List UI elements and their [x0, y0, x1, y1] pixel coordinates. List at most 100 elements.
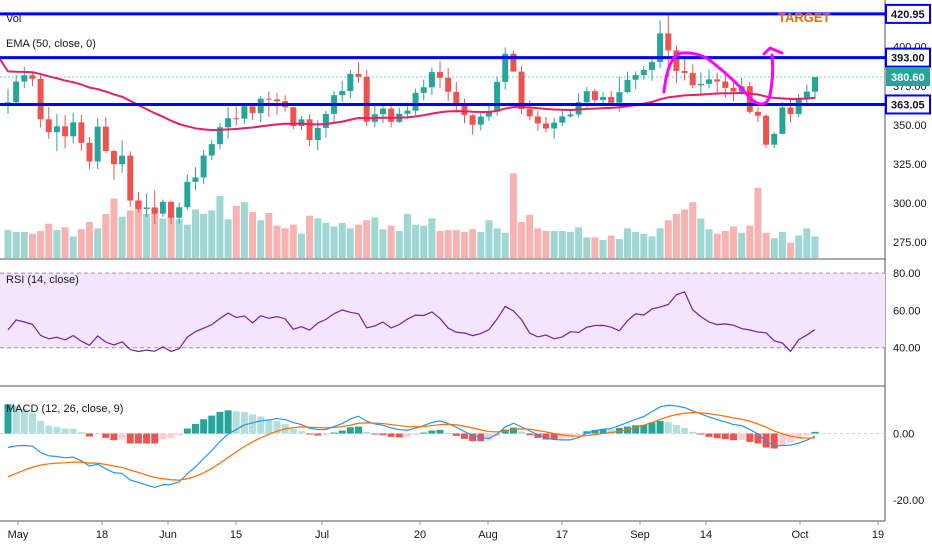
level-label: 363.05: [891, 99, 925, 111]
volume-bar: [191, 209, 199, 258]
candle-body: [657, 33, 664, 62]
candle-body: [379, 108, 386, 115]
candle-body: [127, 155, 134, 201]
candle-body: [37, 78, 44, 120]
candle: [648, 56, 655, 81]
volume-bar: [672, 213, 680, 258]
volume-bar: [705, 229, 713, 258]
candle: [673, 45, 680, 84]
time-tick-label: May: [8, 529, 29, 541]
macd-histogram-bar: [314, 433, 322, 436]
volume-bar: [314, 218, 322, 258]
volume-bar: [306, 215, 314, 258]
signal-line: [7, 412, 816, 481]
candle-body: [575, 102, 582, 115]
candle: [13, 75, 20, 105]
volume-bar: [526, 214, 534, 258]
candle: [208, 140, 215, 161]
volume-bar: [493, 228, 501, 258]
volume-bar: [363, 220, 371, 258]
candle-body: [812, 77, 818, 92]
candle: [510, 50, 517, 72]
macd-histogram-bar: [45, 425, 53, 434]
macd-histogram-bar: [599, 429, 607, 434]
macd-histogram-bar: [436, 429, 444, 434]
candle-body: [110, 150, 117, 165]
rsi-label: RSI (14, close): [6, 274, 79, 286]
candle: [363, 70, 370, 127]
candle: [494, 76, 501, 116]
candle-body: [208, 144, 215, 156]
volume-bar: [575, 227, 583, 258]
volume-bar: [713, 233, 721, 258]
volume-bar: [795, 235, 803, 258]
candle-body: [135, 200, 142, 209]
macd-histogram-bar: [428, 430, 436, 434]
candle-body: [355, 73, 362, 77]
volume-bars: [4, 173, 819, 258]
candle-body: [787, 107, 794, 115]
macd-histogram-bar: [550, 433, 558, 440]
level-label: 393.00: [891, 53, 925, 65]
volume-bar: [273, 225, 281, 258]
candle-body: [714, 79, 721, 82]
macd-histogram-bar: [4, 404, 12, 434]
candle-body: [591, 91, 598, 101]
macd-histogram-bar: [542, 433, 550, 440]
candle: [420, 79, 427, 101]
macd-histogram-bar: [86, 433, 94, 437]
time-tick-label: Jul: [315, 529, 329, 541]
candle: [567, 109, 574, 118]
macd-histogram-bar: [265, 419, 273, 434]
macd-histogram-bar: [705, 433, 713, 437]
volume-bar: [550, 231, 558, 258]
macd-tick-label: -20.00: [893, 495, 924, 507]
candle: [502, 47, 509, 90]
macd-histogram-bar: [371, 433, 379, 435]
candle-body: [689, 72, 696, 86]
macd-histogram-bar: [534, 433, 542, 438]
volume-bar: [240, 202, 248, 258]
volume-bar: [469, 229, 477, 258]
macd-histogram-bar: [143, 433, 151, 444]
candle: [681, 56, 688, 81]
last-price-label: 380.60: [891, 72, 925, 84]
time-tick-label: 15: [230, 529, 242, 541]
volume-bar: [607, 235, 615, 258]
volume-bar: [175, 219, 183, 258]
volume-bar: [778, 231, 786, 258]
macd-histogram-bar: [746, 433, 754, 442]
macd-histogram-bar: [403, 433, 411, 438]
volume-bar: [591, 237, 599, 258]
macd-histogram-bar: [257, 416, 265, 434]
volume-bar: [811, 236, 819, 258]
candle-body: [494, 81, 501, 112]
candle-body: [640, 69, 647, 76]
volume-bar: [770, 238, 778, 258]
macd-histogram-bar: [200, 419, 208, 434]
candle: [706, 69, 713, 89]
candle-body: [453, 91, 460, 104]
price-candles: [5, 13, 818, 225]
volume-bar: [143, 213, 151, 258]
volume-bar: [738, 232, 746, 258]
candle-body: [567, 114, 574, 117]
candle-body: [583, 91, 590, 103]
macd-histogram-bar: [175, 433, 183, 436]
candle-body: [53, 126, 60, 133]
macd-histogram-bar: [208, 415, 216, 434]
volume-bar: [94, 228, 102, 258]
macd-histogram-bar: [37, 420, 45, 434]
last-price-box: [886, 68, 930, 87]
candle-body: [771, 133, 778, 145]
volume-bar: [183, 224, 191, 258]
macd-histogram-bar: [485, 433, 493, 441]
candle-body: [673, 50, 680, 72]
candle-body: [485, 111, 492, 117]
candle: [331, 90, 338, 124]
volume-bar: [787, 242, 795, 258]
macd-histogram-bar: [501, 429, 509, 434]
volume-bar: [167, 215, 175, 258]
